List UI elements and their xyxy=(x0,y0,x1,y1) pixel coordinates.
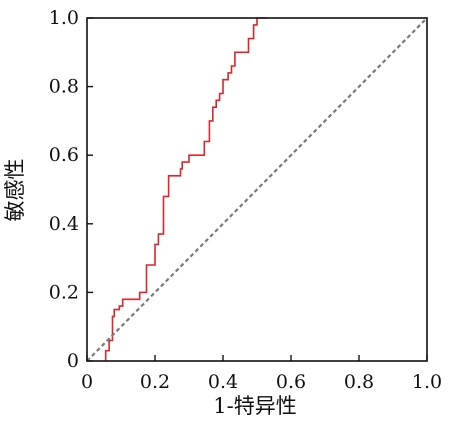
roc-curve-line xyxy=(104,17,268,361)
plot-frame xyxy=(86,17,428,362)
x-tick-label: 0 xyxy=(81,371,93,393)
x-tick-label: 1.0 xyxy=(412,371,442,393)
reference-diagonal-line xyxy=(86,17,428,362)
y-tick-label: 0.8 xyxy=(49,76,79,98)
y-tick-label: 0.2 xyxy=(49,281,79,303)
x-axis-title: 1-特异性 xyxy=(213,394,296,418)
x-tick-label: 0.4 xyxy=(208,371,238,393)
x-tick-label: 0.2 xyxy=(140,371,170,393)
y-tick-label: 0.4 xyxy=(49,213,79,235)
y-tick-label: 1.0 xyxy=(49,7,79,29)
x-tick-label: 0.6 xyxy=(276,371,306,393)
x-tick-label: 0.8 xyxy=(344,371,374,393)
y-tick-label: 0 xyxy=(67,350,79,372)
axes: 0 0.2 0.4 0.6 0.8 1.0 0 0.2 0.4 0.6 0.8 1.0 xyxy=(49,7,442,393)
y-axis-title: 敏感性 xyxy=(3,159,27,222)
y-tick-label: 0.6 xyxy=(49,144,79,166)
plot-area xyxy=(86,17,428,362)
